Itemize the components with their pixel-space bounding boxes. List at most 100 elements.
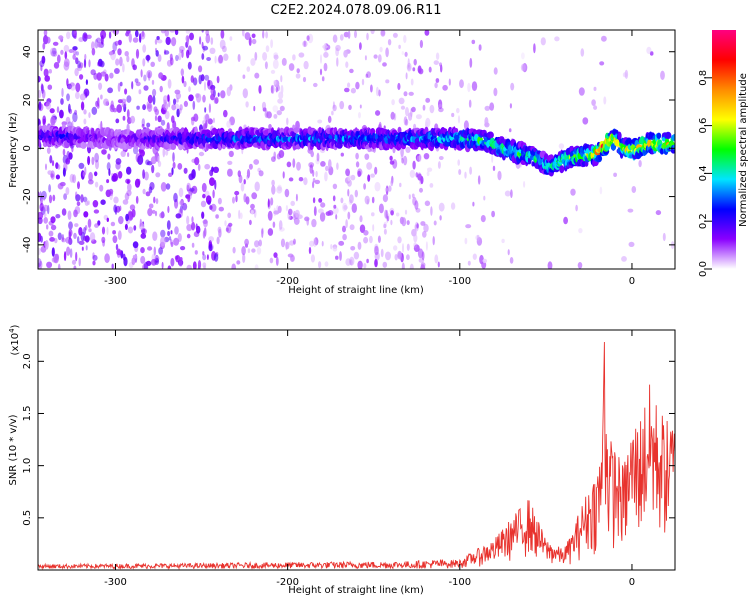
heatmap-speckle bbox=[115, 58, 120, 66]
heatmap-speckle bbox=[111, 263, 114, 269]
heatmap-speckle bbox=[203, 219, 208, 228]
heatmap-speckle bbox=[66, 246, 71, 256]
heatmap-speckle bbox=[269, 257, 274, 264]
heatmap-speckle bbox=[85, 245, 88, 251]
heatmap-speckle bbox=[54, 238, 58, 244]
heatmap-speckle bbox=[232, 196, 235, 204]
heatmap-speckle bbox=[126, 109, 130, 119]
heatmap-speckle bbox=[366, 258, 369, 264]
heatmap-speckle bbox=[78, 162, 85, 169]
snr-panel: -300 -200 -100 0 0.5 1.0 1.5 2.0 Height of str… bbox=[8, 324, 676, 596]
heatmap-speckle bbox=[174, 30, 179, 36]
heatmap-speckle bbox=[144, 171, 149, 181]
heatmap-speckle bbox=[211, 166, 214, 172]
heatmap-speckle bbox=[338, 240, 345, 246]
heatmap-speckle bbox=[174, 89, 181, 95]
heatmap-speckle bbox=[262, 107, 267, 112]
heatmap-speckle bbox=[278, 220, 283, 230]
heatmap-speckle bbox=[407, 65, 411, 70]
heatmap-speckle bbox=[364, 195, 370, 205]
heatmap-speckle bbox=[117, 48, 122, 56]
heatmap-speckle bbox=[190, 116, 196, 122]
heatmap-speckle bbox=[119, 56, 123, 67]
heatmap-speckle bbox=[575, 204, 578, 212]
heatmap-speckle bbox=[349, 68, 354, 74]
heatmap-speckle bbox=[249, 219, 252, 226]
heatmap-speckle bbox=[450, 202, 456, 210]
heatmap-speckle bbox=[141, 30, 145, 37]
heatmap-speckle bbox=[81, 246, 84, 251]
heatmap-speckle bbox=[83, 33, 88, 39]
heatmap-speckle bbox=[155, 198, 159, 205]
heatmap-speckle bbox=[220, 30, 225, 39]
heatmap-speckle bbox=[383, 125, 386, 130]
heatmap-speckle bbox=[468, 99, 472, 108]
heatmap-speckle bbox=[163, 95, 168, 104]
heatmap-speckle bbox=[142, 44, 147, 53]
heatmap-speckle bbox=[317, 119, 323, 124]
heatmap-speckle bbox=[280, 75, 283, 83]
heatmap-speckle bbox=[94, 223, 99, 228]
heatmap-speckle bbox=[85, 79, 88, 85]
heatmap-speckle bbox=[313, 82, 318, 88]
heatmap-speckle bbox=[340, 152, 344, 157]
heatmap-speckle bbox=[377, 54, 382, 63]
heatmap-speckle bbox=[270, 197, 274, 206]
heatmap-speckle bbox=[124, 192, 130, 201]
heatmap-speckle bbox=[151, 164, 155, 174]
heatmap-speckle bbox=[80, 194, 84, 203]
heatmap-speckle bbox=[42, 118, 46, 126]
y-tick-label: 0.5 bbox=[22, 510, 33, 526]
heatmap-speckle bbox=[174, 103, 180, 110]
heatmap-speckle bbox=[330, 244, 333, 250]
heatmap-speckle bbox=[471, 81, 478, 91]
heatmap-speckle bbox=[66, 93, 70, 102]
heatmap-speckle bbox=[40, 196, 43, 206]
heatmap-speckle bbox=[72, 46, 78, 51]
heatmap-speckle bbox=[94, 38, 99, 49]
heatmap-speckle bbox=[457, 159, 461, 166]
heatmap-speckle bbox=[92, 200, 99, 208]
heatmap-speckle bbox=[302, 76, 307, 83]
heatmap-speckle bbox=[523, 181, 526, 188]
snr-line-layer bbox=[38, 341, 675, 570]
heatmap-speckle bbox=[218, 228, 222, 238]
heatmap-speckle bbox=[201, 53, 205, 60]
heatmap-speckle bbox=[379, 46, 383, 53]
heatmap-speckle bbox=[265, 45, 270, 53]
heatmap-speckle bbox=[56, 106, 60, 113]
heatmap-speckle bbox=[385, 209, 389, 220]
heatmap-speckle bbox=[168, 98, 171, 108]
heatmap-speckle bbox=[55, 174, 61, 180]
heatmap-speckle bbox=[319, 68, 323, 76]
heatmap-speckle bbox=[112, 41, 117, 52]
heatmap-speckle bbox=[403, 91, 408, 97]
heatmap-speckle bbox=[493, 87, 498, 97]
heatmap-speckle bbox=[433, 60, 439, 65]
heatmap-speckle bbox=[258, 85, 262, 94]
heatmap-speckle bbox=[402, 243, 404, 253]
heatmap-speckle bbox=[350, 87, 356, 94]
heatmap-speckle bbox=[397, 236, 402, 244]
heatmap-speckle bbox=[191, 169, 196, 179]
heatmap-speckle bbox=[112, 230, 116, 235]
heatmap-speckle bbox=[646, 46, 652, 55]
heatmap-speckle bbox=[510, 189, 513, 199]
heatmap-speckle bbox=[127, 183, 132, 192]
heatmap-speckle bbox=[254, 181, 260, 192]
heatmap-speckle bbox=[97, 61, 101, 67]
heatmap-speckle bbox=[401, 51, 404, 55]
heatmap-speckle bbox=[363, 263, 367, 269]
heatmap-speckle bbox=[65, 187, 70, 195]
heatmap-speckle bbox=[94, 181, 99, 188]
heatmap-speckle bbox=[74, 33, 77, 39]
heatmap-speckle bbox=[106, 226, 109, 236]
heatmap-speckle bbox=[359, 215, 363, 223]
heatmap-speckle bbox=[43, 217, 48, 224]
heatmap-speckle bbox=[238, 209, 241, 220]
heatmap-speckle bbox=[270, 39, 273, 49]
heatmap-speckle bbox=[279, 105, 285, 112]
heatmap-speckle bbox=[197, 163, 201, 171]
heatmap-speckle bbox=[401, 217, 407, 227]
spectrogram-frame bbox=[37, 29, 676, 270]
